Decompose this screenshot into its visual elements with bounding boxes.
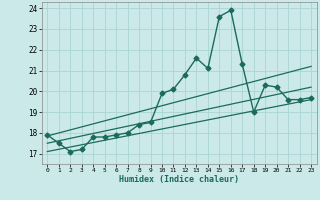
X-axis label: Humidex (Indice chaleur): Humidex (Indice chaleur): [119, 175, 239, 184]
